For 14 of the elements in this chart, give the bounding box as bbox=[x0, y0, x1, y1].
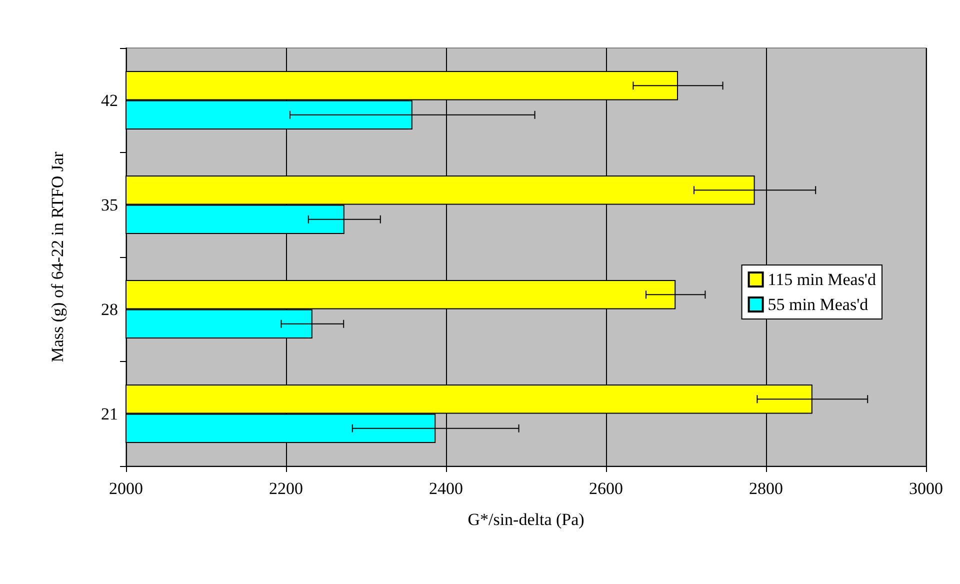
x-tick-label: 2200 bbox=[269, 479, 303, 498]
legend-label: 55 min Meas'd bbox=[768, 295, 869, 314]
x-tick-label: 2800 bbox=[749, 479, 783, 498]
x-tick-label: 2400 bbox=[429, 479, 463, 498]
legend-label: 115 min Meas'd bbox=[768, 270, 876, 289]
x-tick-label: 2600 bbox=[589, 479, 623, 498]
y-tick-label: 28 bbox=[101, 300, 118, 319]
y-axis-title: Mass (g) of 64-22 in RTFO Jar bbox=[48, 151, 67, 362]
y-tick-label: 35 bbox=[101, 195, 118, 214]
y-tick-label: 42 bbox=[101, 90, 118, 110]
x-tick-label: 3000 bbox=[909, 479, 943, 498]
x-axis-title: G*/sin-delta (Pa) bbox=[468, 510, 584, 529]
y-tick-label: 21 bbox=[101, 404, 118, 424]
x-tick-label: 2000 bbox=[109, 479, 143, 498]
